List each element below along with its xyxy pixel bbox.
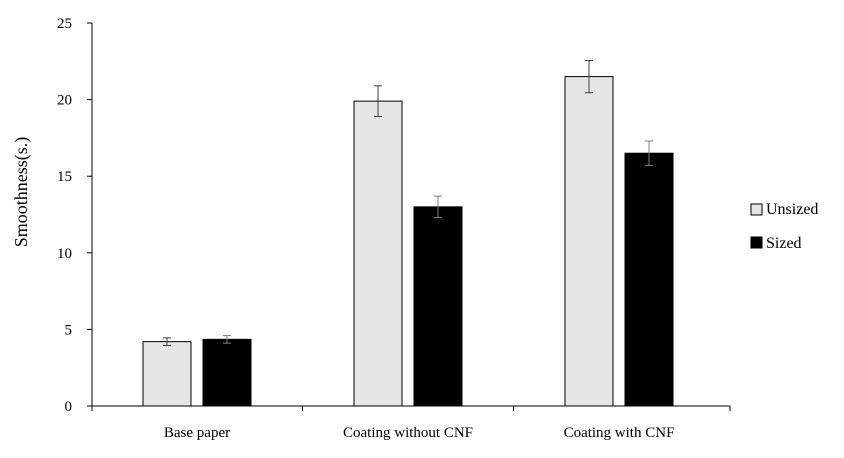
bar-unsized-3	[564, 76, 614, 407]
bar-sized-2	[413, 206, 463, 407]
y-tick-label: 25	[57, 16, 72, 32]
x-category-label: Base paper	[164, 425, 230, 441]
legend: Unsized Sized	[750, 201, 818, 252]
bar-unsized-2	[353, 100, 403, 407]
y-axis-title: Smoothness(s.)	[11, 137, 32, 248]
y-tick-label: 10	[57, 246, 72, 262]
legend-swatch-unsized	[750, 203, 763, 216]
bar-unsized-1	[142, 341, 192, 407]
x-category-label: Coating without CNF	[343, 425, 473, 441]
legend-label-sized: Sized	[766, 235, 802, 252]
y-tick-label: 5	[65, 322, 73, 338]
legend-label-unsized: Unsized	[766, 201, 818, 218]
y-tick-label: 20	[57, 93, 72, 109]
plot-area: 0 5 10 15 20 25 Base paper Coating without CNF C…	[57, 16, 731, 441]
y-tick-label: 15	[57, 169, 72, 185]
y-tick-label: 0	[65, 399, 73, 415]
bar-sized-3	[624, 152, 674, 407]
legend-swatch-sized	[750, 236, 763, 249]
bar-sized-1	[202, 338, 252, 407]
x-category-label: Coating with CNF	[564, 425, 675, 441]
